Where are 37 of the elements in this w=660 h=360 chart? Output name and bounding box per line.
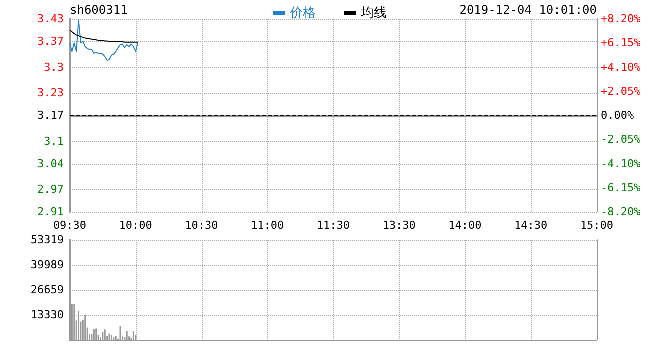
x-tick-label: 11:00	[251, 219, 284, 232]
y-tick-label: 53319	[30, 234, 64, 246]
y2-tick-label: 0.00%	[601, 109, 634, 122]
y-tick-label: 3.1	[44, 134, 64, 148]
x-tick-label: 15:00	[580, 219, 614, 232]
y-tick-label: 3.43	[38, 12, 64, 26]
y-tick-label: 39989	[30, 258, 64, 272]
x-tick-label: 14:30	[514, 219, 548, 232]
y2-tick-label: +8.20%	[601, 12, 642, 26]
x-tick-label: 10:30	[185, 219, 218, 232]
y-tick-label: 2.91	[38, 206, 64, 218]
y2-tick-label: -2.05%	[601, 133, 642, 146]
chart-title: sh600311	[70, 3, 128, 17]
y2-tick-label: +2.05%	[601, 84, 642, 98]
y-tick-label: 26659	[30, 284, 64, 296]
y-tick-label: 13330	[30, 308, 64, 322]
x-tick-label: 09:30	[53, 219, 87, 232]
y-tick-label: 3.37	[38, 34, 64, 48]
line-series	[70, 30, 139, 43]
x-tick-label: 10:00	[119, 219, 152, 232]
y-tick-label: 3.17	[38, 109, 64, 122]
y-tick-label: 3.04	[38, 157, 64, 170]
y2-tick-label: -8.20%	[601, 206, 642, 218]
y-tick-label: 3.3	[44, 60, 64, 74]
legend-label: 价格	[289, 6, 316, 21]
legend-label: 均线	[360, 6, 387, 21]
text: 2019-12-04 10:01:00	[460, 3, 597, 17]
y2-tick-label: +4.10%	[601, 60, 642, 74]
y2-tick-label: -6.15%	[601, 181, 642, 194]
y-tick-label: 2.97	[38, 183, 64, 196]
y2-tick-label: -4.10%	[601, 157, 642, 170]
y2-tick-label: +6.15%	[601, 36, 642, 50]
x-tick-label: 14:00	[448, 219, 482, 232]
y-tick-label: 3.23	[38, 86, 64, 100]
x-tick-label: 11:30	[316, 219, 350, 232]
line-series	[70, 20, 139, 62]
x-tick-label: 13:30	[382, 219, 416, 232]
